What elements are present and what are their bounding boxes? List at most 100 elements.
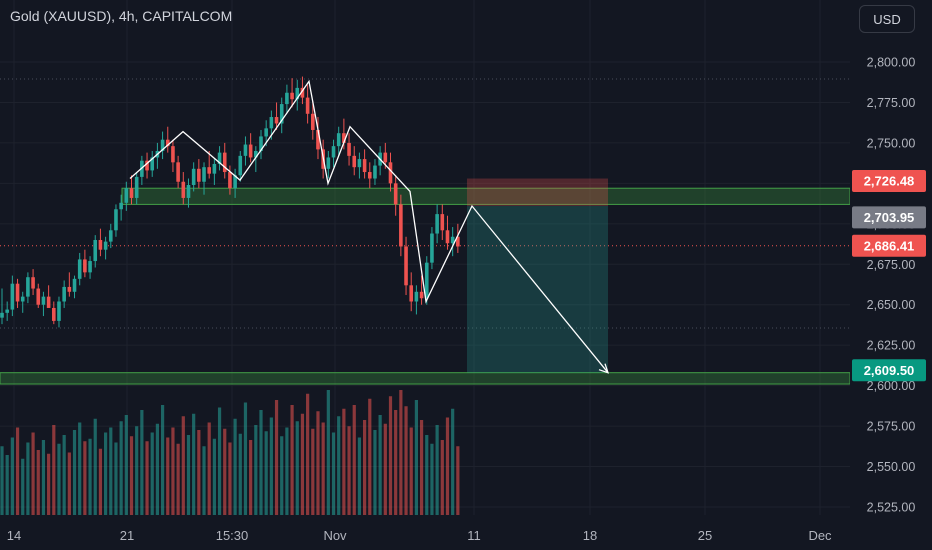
candle-body <box>26 277 30 297</box>
price-label-box <box>852 359 926 382</box>
candle-body <box>20 296 25 302</box>
time-axis[interactable]: 14 21 15:30 Nov 11 18 25 Dec <box>7 528 832 543</box>
candle-body <box>103 241 108 250</box>
volume-bar <box>83 441 87 515</box>
candle-body <box>41 296 46 305</box>
volume-bar <box>88 438 92 515</box>
volume-bar <box>274 400 279 515</box>
candle-body <box>362 159 367 173</box>
price-label-text: 2,686.41 <box>864 238 915 253</box>
price-label-box <box>852 206 926 229</box>
support-zone[interactable] <box>0 372 851 385</box>
volume-bar <box>212 438 216 515</box>
candle-body <box>150 157 155 171</box>
volume-bar <box>202 446 206 515</box>
volume-bar <box>280 436 284 515</box>
y-tick-label: 2,775.00 <box>867 96 916 110</box>
price-label-text: 2,703.95 <box>864 210 915 225</box>
candle-body <box>285 92 289 105</box>
arrow-head <box>598 363 610 374</box>
volume-bar <box>404 406 408 515</box>
currency-button[interactable]: USD <box>859 5 915 33</box>
candle-body <box>440 214 445 231</box>
volume-bar <box>176 443 180 515</box>
y-tick-label: 2,575.00 <box>867 420 916 434</box>
volume-bar <box>342 408 346 515</box>
volume-bar <box>228 442 232 515</box>
volume-bar <box>269 417 273 515</box>
volume-bar <box>337 416 341 515</box>
price-axis-background <box>850 0 932 550</box>
candle-body <box>98 240 103 250</box>
volume-bar <box>114 442 118 515</box>
volume-bar <box>249 440 253 515</box>
volume-bar <box>72 430 77 515</box>
x-tick-label: Nov <box>323 528 347 543</box>
volume-bar <box>186 435 191 515</box>
volume-bar <box>171 427 175 515</box>
short-position-tool[interactable] <box>467 178 608 373</box>
volume-bar <box>10 437 14 515</box>
volume-bar <box>285 427 289 515</box>
x-tick-label: 21 <box>120 528 134 543</box>
volume-bar <box>62 435 66 515</box>
candle-body <box>331 146 336 158</box>
candle-body <box>445 230 450 244</box>
candle-body <box>83 259 87 273</box>
candle-body <box>248 144 253 158</box>
candle-body <box>31 277 35 289</box>
volume-bar <box>456 446 460 515</box>
volume-bar <box>98 448 103 515</box>
volume-bar <box>419 420 424 515</box>
candle-body <box>383 152 388 163</box>
price-label-text: 2,609.50 <box>864 363 915 378</box>
candle-body <box>171 146 175 163</box>
volume-bar <box>326 390 330 515</box>
volume-bar <box>445 417 450 515</box>
stop-loss-area[interactable] <box>467 178 608 207</box>
candle-body <box>233 175 237 189</box>
candle-body <box>114 209 118 231</box>
candle-body <box>456 236 460 247</box>
pattern-drawing[interactable] <box>129 79 610 374</box>
volume-bar <box>124 415 128 515</box>
price-axis[interactable]: 2,800.002,775.002,750.002,725.002,700.00… <box>850 0 932 550</box>
volume-bar <box>290 405 294 515</box>
pattern-line[interactable] <box>129 79 609 374</box>
candle-body <box>129 188 134 198</box>
volume-bar <box>15 427 20 515</box>
candlesticks <box>0 76 460 328</box>
volume-bar <box>67 452 71 515</box>
x-tick-label: 18 <box>583 528 597 543</box>
candle-body <box>352 155 357 168</box>
candle-body <box>290 92 294 100</box>
candle-body <box>347 142 351 156</box>
candle-body <box>15 283 20 302</box>
volume-bar <box>21 458 25 515</box>
volume-bar <box>41 440 46 515</box>
candle-body <box>305 97 310 114</box>
price-label-box <box>852 169 926 192</box>
candle-body <box>326 157 331 169</box>
candle-body <box>197 168 201 182</box>
volume-bar <box>357 437 362 515</box>
x-tick-label: Dec <box>808 528 832 543</box>
candle-body <box>52 307 56 321</box>
candle-body <box>430 233 434 263</box>
symbol-title[interactable]: Gold (XAUUSD), 4h, CAPITALCOM <box>10 8 233 24</box>
candle-body <box>67 286 72 292</box>
candle-body <box>393 183 398 205</box>
volume-bar <box>321 422 325 515</box>
volume-bar <box>197 430 201 515</box>
candle-body <box>274 117 279 124</box>
volume-bar <box>52 425 56 515</box>
candle-body <box>414 291 419 302</box>
y-tick-label: 2,750.00 <box>867 136 916 150</box>
candle-body <box>409 285 414 302</box>
price-labels: 2,726.48 2,703.95 2,686.41 2,609.50 <box>852 169 926 382</box>
candle-body <box>367 172 372 179</box>
candle-body <box>5 309 9 313</box>
volume-bar <box>394 410 398 515</box>
volume-bar <box>383 423 387 515</box>
